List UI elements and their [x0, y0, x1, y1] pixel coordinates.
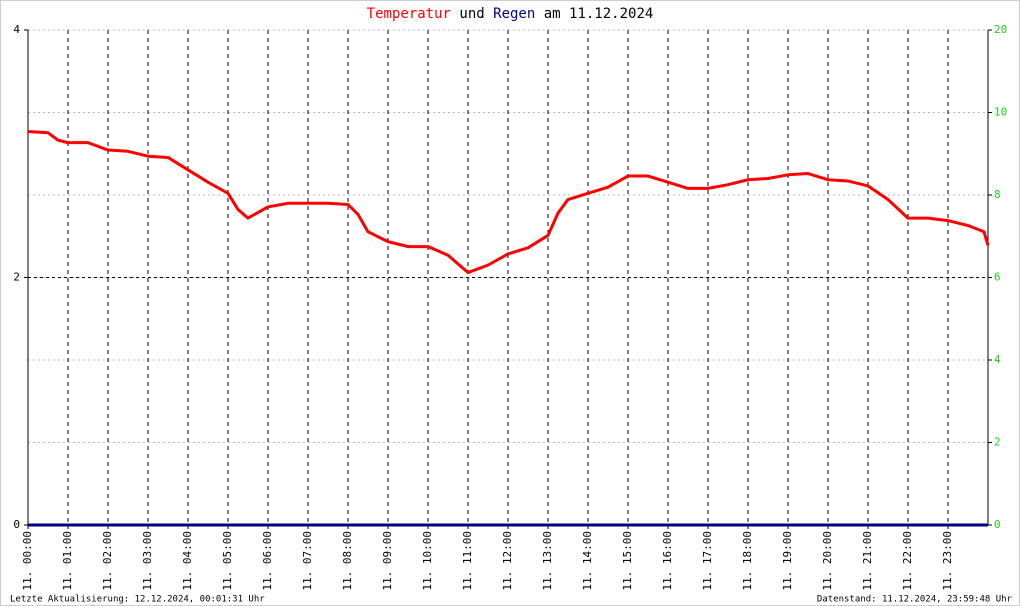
x-tick-label: 11. 01:00: [61, 531, 74, 591]
y2-tick-label: 0: [994, 518, 1001, 531]
x-tick-label: 11. 09:00: [381, 531, 394, 591]
x-tick-label: 11. 17:00: [701, 531, 714, 591]
x-tick-label: 11. 00:00: [21, 531, 34, 591]
title-connector: und: [459, 6, 484, 22]
y-tick-label: 0: [13, 518, 20, 531]
x-tick-label: 11. 23:00: [941, 531, 954, 591]
x-tick-label: 11. 19:00: [781, 531, 794, 591]
x-tick-label: 11. 15:00: [621, 531, 634, 591]
x-tick-label: 11. 14:00: [581, 531, 594, 591]
x-tick-label: 11. 20:00: [821, 531, 834, 591]
title-date: am 11.12.2024: [544, 6, 654, 22]
chart-title: Temperatur und Regen am 11.12.2024: [367, 6, 654, 22]
y2-tick-label: 2: [994, 436, 1001, 449]
x-tick-label: 11. 22:00: [901, 531, 914, 591]
x-tick-label: 11. 12:00: [501, 531, 514, 591]
x-tick-label: 11. 10:00: [421, 531, 434, 591]
y2-tick-label: 6: [994, 271, 1001, 284]
x-tick-label: 11. 04:00: [181, 531, 194, 591]
x-tick-label: 11. 13:00: [541, 531, 554, 591]
x-tick-label: 11. 21:00: [861, 531, 874, 591]
x-tick-label: 11. 03:00: [141, 531, 154, 591]
x-tick-label: 11. 07:00: [301, 531, 314, 591]
y-tick-label: 4: [13, 23, 20, 36]
y2-tick-label: 10: [994, 106, 1007, 119]
y-tick-label: 2: [13, 271, 20, 284]
title-temp: Temperatur: [367, 6, 451, 22]
y2-tick-label: 8: [994, 188, 1001, 201]
x-tick-label: 11. 02:00: [101, 531, 114, 591]
y2-tick-label: 20: [994, 23, 1007, 36]
x-tick-label: 11. 11:00: [461, 531, 474, 591]
x-tick-label: 11. 16:00: [661, 531, 674, 591]
footer-left: Letzte Aktualisierung: 12.12.2024, 00:01…: [10, 595, 265, 605]
x-tick-label: 11. 08:00: [341, 531, 354, 591]
y2-tick-label: 4: [994, 353, 1001, 366]
series-line: [27, 129, 990, 275]
title-rain: Regen: [493, 6, 535, 22]
x-tick-label: 11. 18:00: [741, 531, 754, 591]
footer-right: Datenstand: 11.12.2024, 23:59:48 Uhr: [817, 595, 1013, 605]
x-tick-label: 11. 06:00: [261, 531, 274, 591]
x-tick-label: 11. 05:00: [221, 531, 234, 591]
